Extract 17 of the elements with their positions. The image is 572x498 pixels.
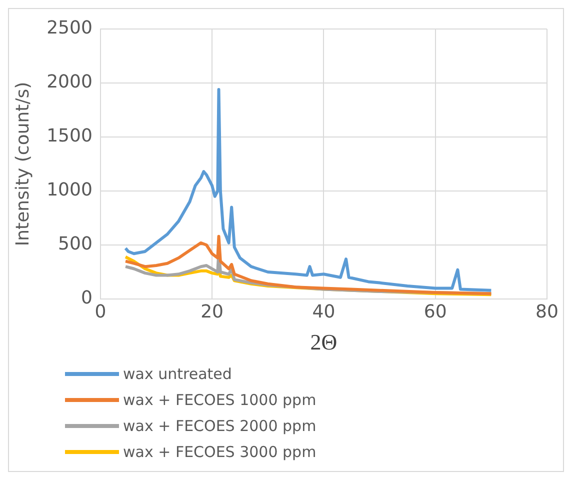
y-tick-label: 1000	[46, 180, 92, 201]
x-tick-label: 20	[200, 301, 224, 322]
legend-label: wax + FECOES 3000 ppm	[123, 443, 316, 461]
y-tick-label: 1500	[46, 126, 92, 147]
x-tick-label: 80	[536, 301, 558, 322]
x-axis-title: 2Θ	[310, 330, 338, 355]
y-tick-label: 2000	[46, 72, 92, 93]
x-tick-label: 0	[94, 301, 106, 322]
y-tick-label: 0	[80, 288, 92, 309]
x-tick-label: 60	[424, 301, 447, 322]
y-tick-label: 500	[58, 234, 92, 255]
y-tick-label: 2500	[46, 18, 92, 39]
legend-label: wax + FECOES 2000 ppm	[123, 417, 316, 435]
legend-label: wax + FECOES 1000 ppm	[123, 391, 316, 409]
y-axis-title: Intensity (count/s)	[12, 82, 34, 246]
legend-label: wax untreated	[123, 365, 232, 383]
x-tick-label: 40	[312, 301, 336, 322]
